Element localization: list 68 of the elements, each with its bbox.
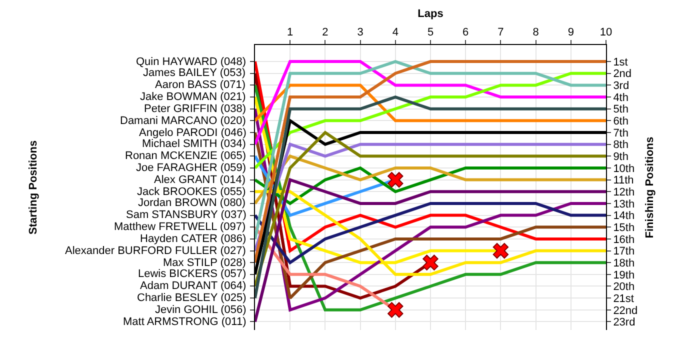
text: Angelo PARODI (046)	[139, 127, 246, 139]
y-tick-label: 16th	[613, 234, 635, 246]
x-tick-label: 7	[498, 26, 504, 39]
point	[422, 254, 438, 270]
line-series	[255, 202, 606, 264]
x-tick-label: 9	[568, 26, 574, 39]
x-tick-label: 1	[287, 26, 294, 39]
y-tick-label: 19th	[613, 269, 635, 282]
y-tick-label: 7th	[613, 127, 628, 140]
y-tick-label: 22nd	[613, 304, 638, 317]
line-series	[255, 72, 606, 170]
x-tick-label: 10	[600, 26, 612, 39]
point	[388, 172, 404, 188]
y-tick-label: 23rd	[613, 316, 636, 329]
text: Aaron BASS (071)	[155, 79, 246, 91]
text: Ronan MCKENZIE (065)	[125, 150, 246, 162]
x-tick-label: 6	[462, 26, 469, 39]
text: Lewis BICKERS (057)	[138, 268, 246, 280]
y-tick-label: 9th	[613, 151, 628, 164]
text: Matt ARMSTRONG (011)	[123, 316, 246, 328]
x-tick-label: 8	[532, 26, 539, 39]
x-tick-label: 2	[322, 26, 328, 39]
text: Jack BROOKES (055)	[137, 186, 246, 198]
point	[492, 242, 509, 259]
line-series	[255, 178, 606, 324]
y-tick-label: 14th	[613, 210, 635, 222]
text: Hayden CATER (086)	[140, 233, 246, 245]
text: Jordan BROWN (080)	[138, 197, 246, 209]
y-tick-label: 10th	[613, 162, 635, 175]
text: Damani MARCANO (020)	[120, 115, 246, 127]
y-tick-label: 11th	[613, 174, 634, 187]
text: Joe FARAGHER (059)	[136, 162, 246, 174]
y-tick-label: 2nd	[613, 68, 632, 80]
text: Max STILP (028)	[163, 257, 246, 269]
point	[388, 302, 404, 318]
y-tick-label: 3rd	[613, 80, 630, 92]
y-tick-label: 1st	[613, 56, 628, 68]
y-tick-label: 17th	[613, 246, 635, 258]
text: Adam DURANT (064)	[140, 280, 246, 292]
text: Quin HAYWARD (048)	[136, 56, 246, 68]
x-tick-label: 3	[357, 26, 364, 39]
text: Matthew FRETWELL (097)	[114, 221, 246, 233]
y-tick-label: 12th	[613, 186, 635, 198]
y-tick-label: 20th	[613, 281, 635, 294]
line-series	[255, 154, 606, 205]
text: Charlie BESLEY (025)	[137, 292, 246, 304]
y-tick-label: 13th	[613, 198, 635, 210]
y-tick-label: 15th	[613, 222, 635, 234]
y-tick-label: 4th	[613, 92, 628, 104]
text: Alex GRANT (014)	[154, 174, 246, 186]
y-axis-title: Finishing Positions	[644, 136, 656, 238]
text: Peter GRIFFIN (038)	[144, 103, 246, 115]
x-tick-label: 5	[427, 26, 434, 39]
text: Michael SMITH (034)	[142, 138, 246, 150]
y-tick-label: 21st	[613, 292, 634, 305]
text: Starting Positions	[28, 140, 40, 234]
text: Jake BOWMAN (021)	[140, 91, 246, 103]
y-tick-label: 5th	[613, 104, 628, 116]
x-axis-title: Laps	[418, 8, 444, 20]
y-tick-label: 8th	[613, 139, 628, 152]
text: Alexander BURFORD FULLER (027)	[65, 245, 246, 257]
text: James BAILEY (053)	[143, 67, 246, 79]
x-tick-label: 4	[392, 26, 398, 39]
y-tick-label: 18th	[613, 257, 635, 270]
line-series	[255, 60, 606, 146]
text: Jevin GOHIL (056)	[155, 304, 246, 316]
text: Sam STANSBURY (037)	[126, 209, 246, 221]
y-tick-label: 6th	[613, 116, 628, 128]
